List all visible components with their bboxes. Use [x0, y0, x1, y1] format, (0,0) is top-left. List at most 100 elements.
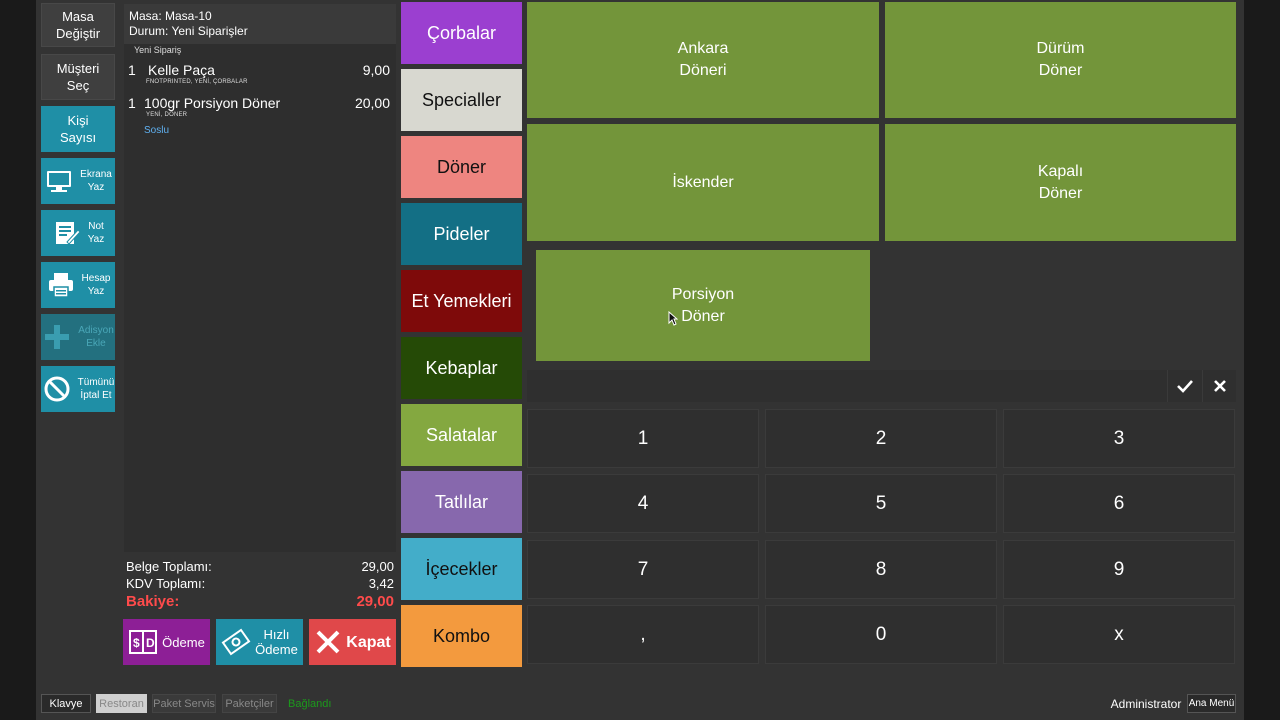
- order-item-price: 20,00: [354, 95, 390, 111]
- numpad-key-3[interactable]: 3: [1003, 409, 1235, 468]
- product-label: Kapalı Döner: [1037, 162, 1084, 202]
- product-ankara-doneri[interactable]: Ankara Döneri: [527, 2, 879, 118]
- category-label: Pideler: [433, 223, 490, 244]
- category-doner[interactable]: Döner: [401, 136, 522, 198]
- vat-total-label: KDV Toplamı:: [126, 576, 206, 591]
- category-label: Tatlılar: [434, 491, 488, 512]
- confirm-button[interactable]: [1167, 370, 1201, 402]
- order-item-qty: 1: [128, 95, 136, 111]
- category-specialler[interactable]: Specialler: [401, 69, 522, 131]
- category-corbalar[interactable]: Çorbalar: [401, 2, 522, 64]
- main-menu-label: Ana Menü: [1188, 698, 1235, 709]
- order-item[interactable]: 1 100gr Porsiyon Döner 20,00 YENİ, DÖNER…: [124, 95, 396, 137]
- numpad-key-6[interactable]: 6: [1003, 474, 1235, 533]
- cancel-all-button[interactable]: Tümünü İptal Et: [41, 366, 115, 412]
- category-label: Specialler: [421, 89, 502, 110]
- numpad-key-5[interactable]: 5: [765, 474, 997, 533]
- category-label: İçecekler: [425, 558, 498, 579]
- close-x-icon: [316, 630, 340, 654]
- numpad-key-x[interactable]: x: [1003, 605, 1235, 664]
- order-item-tags: FNOTPRINTED, YENİ, ÇORBALAR: [146, 79, 248, 85]
- numpad-key-label: 4: [637, 492, 649, 514]
- main-menu-button[interactable]: Ana Menü: [1187, 694, 1236, 713]
- vat-total-value: 3,42: [368, 576, 394, 591]
- order-item-name: 100gr Porsiyon Döner: [144, 95, 281, 111]
- add-ticket-button[interactable]: Adisyon Ekle: [41, 314, 115, 360]
- printer-icon: [48, 273, 73, 298]
- doc-total-value: 29,00: [361, 559, 394, 574]
- connection-status: Bağlandı: [288, 694, 348, 713]
- numpad-key-2[interactable]: 2: [765, 409, 997, 468]
- category-kombo[interactable]: Kombo: [401, 605, 522, 667]
- select-customer-button[interactable]: Müşteri Seç: [41, 54, 115, 100]
- category-label: Döner: [436, 156, 487, 177]
- product-kapali-doner[interactable]: Kapalı Döner: [885, 124, 1236, 241]
- delivery-label: Paket Servis: [153, 697, 215, 710]
- couriers-tab[interactable]: Paketçiler: [222, 694, 277, 713]
- category-label: Et Yemekleri: [411, 290, 512, 311]
- category-label: Kebaplar: [425, 357, 498, 378]
- note-button[interactable]: Not Yaz: [41, 210, 115, 256]
- numpad-key-9[interactable]: 9: [1003, 540, 1235, 599]
- note-edit-icon: [55, 222, 81, 245]
- numpad-key-label: 3: [1113, 427, 1125, 449]
- clear-button[interactable]: [1202, 370, 1236, 402]
- product-durum-doner[interactable]: Dürüm Döner: [885, 2, 1236, 118]
- category-et-yemekleri[interactable]: Et Yemekleri: [401, 270, 522, 332]
- numpad-key-label: 9: [1113, 558, 1125, 580]
- category-kebaplar[interactable]: Kebaplar: [401, 337, 522, 399]
- order-header: Masa: Masa-10 Durum: Yeni Siparişler: [124, 4, 396, 44]
- svg-text:$: $: [133, 636, 140, 650]
- doc-total-label: Belge Toplamı:: [126, 559, 212, 574]
- numpad-key-8[interactable]: 8: [765, 540, 997, 599]
- delivery-tab[interactable]: Paket Servis: [152, 694, 216, 713]
- print-bill-label: Hesap Yaz: [81, 273, 111, 297]
- balance-label: Bakiye:: [126, 593, 180, 610]
- keyboard-label: Klavye: [49, 697, 83, 710]
- balance-value: 29,00: [356, 593, 394, 610]
- connection-label: Bağlandı: [288, 697, 332, 710]
- print-bill-button[interactable]: Hesap Yaz: [41, 262, 115, 308]
- restaurant-label: Restoran: [99, 697, 144, 710]
- numpad-key-0[interactable]: 0: [765, 605, 997, 664]
- numpad-key-label: x: [1114, 623, 1124, 645]
- change-table-button[interactable]: Masa Değiştir: [41, 3, 115, 47]
- numpad-key-4[interactable]: 4: [527, 474, 759, 533]
- numpad-key-label: 5: [875, 492, 887, 514]
- select-customer-label: Müşteri Seç: [56, 61, 100, 93]
- numpad-key-label: 6: [1113, 492, 1125, 514]
- restaurant-tab[interactable]: Restoran: [96, 694, 147, 713]
- order-item-modifier: Soslu: [144, 125, 170, 136]
- quick-payment-label: Hızlı Ödeme: [255, 627, 298, 657]
- guest-count-button[interactable]: Kişi Sayısı: [41, 106, 115, 152]
- close-order-button[interactable]: Kapat: [309, 619, 396, 665]
- order-panel: Masa: Masa-10 Durum: Yeni Siparişler Yen…: [124, 0, 396, 720]
- category-label: Çorbalar: [426, 22, 497, 43]
- quick-payment-button[interactable]: Hızlı Ödeme: [216, 619, 303, 665]
- numpad-key-7[interactable]: 7: [527, 540, 759, 599]
- order-list[interactable]: Yeni Sipariş 1 Kelle Paça 9,00 FNOTPRINT…: [124, 44, 396, 552]
- pos-window: Masa Değiştir Müşteri Seç Kişi Sayısı Ek…: [36, 0, 1244, 720]
- close-order-label: Kapat: [346, 633, 391, 651]
- category-icecekler[interactable]: İçecekler: [401, 538, 522, 600]
- keyboard-button[interactable]: Klavye: [41, 694, 91, 713]
- order-item[interactable]: 1 Kelle Paça 9,00 FNOTPRINTED, YENİ, ÇOR…: [124, 62, 396, 90]
- numpad-input[interactable]: [527, 370, 1165, 402]
- user-label: Administrator: [1110, 696, 1182, 711]
- order-status: Durum: Yeni Siparişler: [129, 24, 248, 38]
- numpad-key-comma[interactable]: ,: [527, 605, 759, 664]
- product-porsiyon-doner[interactable]: Porsiyon Döner: [536, 250, 870, 361]
- numpad-key-1[interactable]: 1: [527, 409, 759, 468]
- payment-button[interactable]: $ D Ödeme: [123, 619, 210, 665]
- category-pideler[interactable]: Pideler: [401, 203, 522, 265]
- category-tatlilar[interactable]: Tatlılar: [401, 471, 522, 533]
- product-label: Ankara Döneri: [677, 40, 729, 79]
- prohibited-icon: [44, 376, 70, 402]
- svg-text:D: D: [146, 636, 155, 650]
- print-to-screen-button[interactable]: Ekrana Yaz: [41, 158, 115, 204]
- print-to-screen-label: Ekrana Yaz: [80, 169, 112, 193]
- category-salatalar[interactable]: Salatalar: [401, 404, 522, 466]
- order-item-qty: 1: [128, 62, 136, 78]
- user-name: Administrator: [1106, 694, 1186, 713]
- product-iskender[interactable]: İskender: [527, 124, 879, 241]
